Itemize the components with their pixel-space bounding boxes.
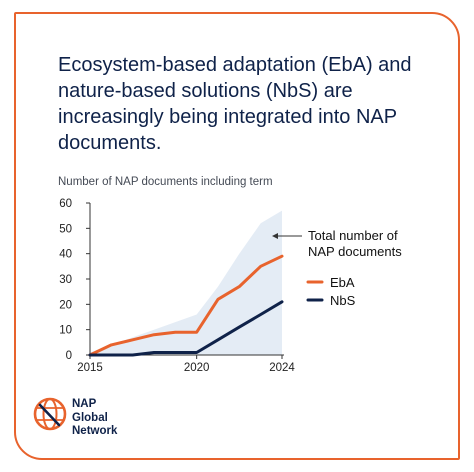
series-area-total bbox=[90, 210, 282, 355]
legend-label-eba: EbA bbox=[330, 275, 355, 290]
x-tick-label: 2015 bbox=[77, 362, 103, 374]
chart-title: Number of NAP documents including term bbox=[58, 176, 273, 188]
annotation-label-1: Total number of bbox=[308, 228, 398, 243]
y-tick-label: 20 bbox=[59, 299, 72, 311]
globe-icon bbox=[33, 397, 67, 431]
x-tick-label: 2024 bbox=[269, 362, 295, 374]
y-tick-label: 60 bbox=[59, 198, 72, 210]
x-tick-label: 2020 bbox=[184, 362, 210, 374]
y-tick-label: 30 bbox=[59, 274, 72, 286]
annotation-arrowhead bbox=[272, 233, 278, 239]
logo-line-3: Network bbox=[72, 425, 118, 437]
y-tick-label: 50 bbox=[59, 223, 72, 235]
logo-text: NAP Global Network bbox=[72, 398, 117, 439]
nap-global-network-logo: NAP Global Network bbox=[32, 396, 182, 446]
logo-line-1: NAP bbox=[72, 398, 97, 410]
y-tick-label: 40 bbox=[59, 249, 72, 261]
annotation-label-2: NAP documents bbox=[308, 244, 402, 259]
logo-line-2: Global bbox=[72, 411, 108, 424]
headline: Ecosystem-based adaptation (EbA) and nat… bbox=[58, 54, 412, 154]
legend-label-nbs: NbS bbox=[330, 293, 356, 308]
y-tick-label: 0 bbox=[66, 350, 72, 362]
y-tick-label: 10 bbox=[59, 325, 72, 337]
series-line-nbs bbox=[88, 300, 284, 357]
infographic-card bbox=[14, 12, 460, 460]
series-line-eba bbox=[88, 254, 284, 357]
